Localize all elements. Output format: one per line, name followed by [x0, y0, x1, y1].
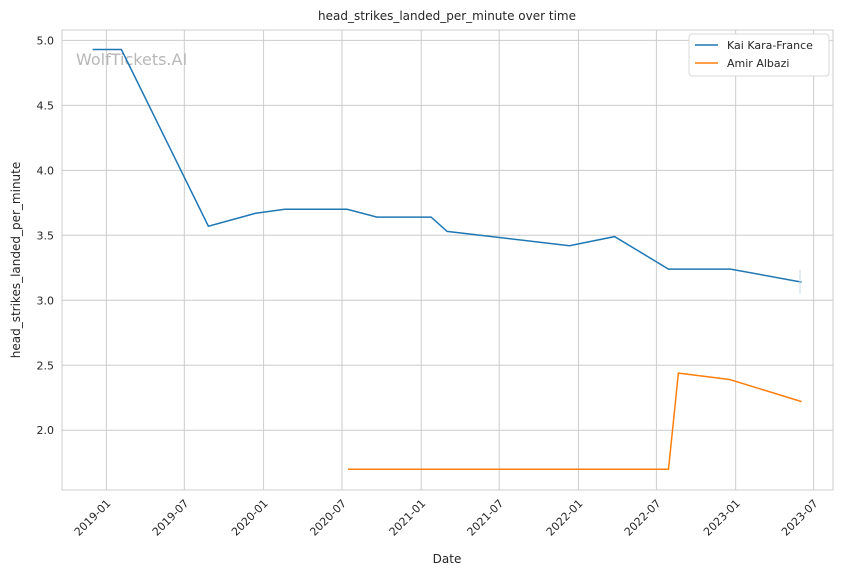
x-tick-label: 2019-01: [72, 497, 114, 539]
y-tick-label: 4.5: [37, 99, 55, 112]
series-line-1: [348, 372, 802, 470]
x-axis-label: Date: [433, 552, 462, 566]
legend-label-amir: Amir Albazi: [727, 57, 789, 70]
y-tick-label: 5.0: [37, 34, 55, 47]
grid: [62, 30, 833, 490]
y-tick-label: 3.5: [37, 229, 55, 242]
y-tick-label: 2.5: [37, 359, 55, 372]
x-tick-label: 2021-01: [387, 497, 429, 539]
plot-frame: [61, 29, 834, 491]
x-tick-label: 2023-07: [779, 497, 821, 539]
y-tick-label: 4.0: [37, 164, 55, 177]
y-tick-label: 3.0: [37, 294, 55, 307]
y-axis-label: head_strikes_landed_per_minute: [9, 162, 23, 359]
x-tick-label: 2020-01: [229, 497, 271, 539]
x-tick-label: 2019-07: [150, 497, 192, 539]
x-tick-label: 2020-07: [307, 497, 349, 539]
y-tick-label: 2.0: [37, 424, 55, 437]
series-lines: [92, 48, 802, 470]
legend: Kai Kara-France Amir Albazi: [688, 33, 830, 77]
x-tick-label: 2022-01: [544, 497, 586, 539]
ticks: 2019-01 2019-07 2020-01 2020-07 2021-01 2021-…: [37, 34, 821, 538]
x-tick-label: 2021-07: [465, 497, 507, 539]
legend-label-kai: Kai Kara-France: [727, 39, 813, 52]
series-line-0: [92, 48, 802, 283]
x-tick-label: 2023-01: [701, 497, 743, 539]
chart-title: head_strikes_landed_per_minute over time: [318, 9, 576, 23]
x-tick-label: 2022-07: [622, 497, 664, 539]
watermark: WolfTickets.AI: [76, 50, 187, 69]
